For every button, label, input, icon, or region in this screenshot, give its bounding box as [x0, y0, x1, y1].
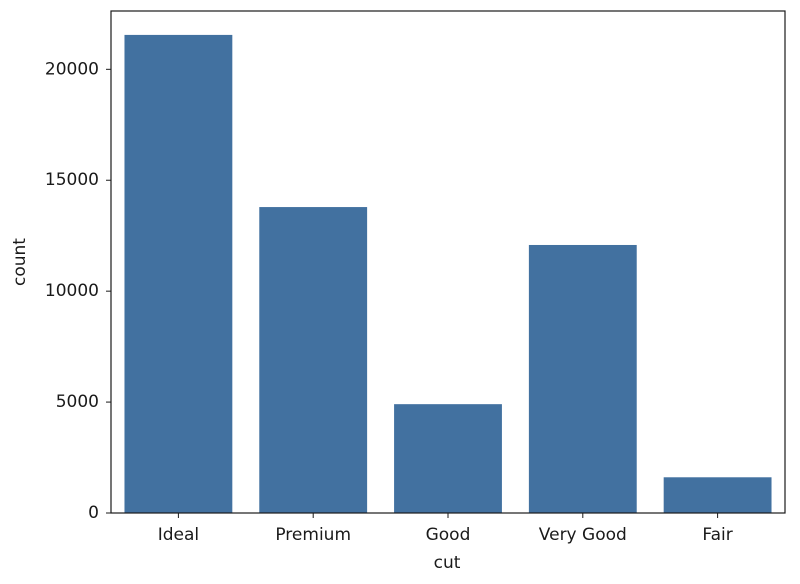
y-tick-label: 15000	[45, 170, 99, 190]
x-tick-label: Ideal	[158, 525, 199, 545]
bar	[528, 244, 637, 514]
x-axis-label: cut	[434, 553, 461, 573]
bar	[124, 34, 233, 513]
y-tick-label: 0	[88, 503, 99, 523]
y-axis-label: count	[10, 238, 30, 286]
x-tick-label: Good	[426, 525, 471, 545]
bar	[259, 207, 368, 513]
y-tick-label: 20000	[45, 59, 99, 79]
bar	[663, 477, 772, 513]
y-tick-label: 5000	[56, 392, 99, 412]
x-tick-label: Fair	[702, 525, 732, 545]
x-tick-label: Premium	[275, 525, 351, 545]
y-tick-label: 10000	[45, 281, 99, 301]
plot-frame	[110, 10, 786, 514]
bar	[394, 404, 502, 513]
x-tick-label: Very Good	[539, 525, 627, 545]
